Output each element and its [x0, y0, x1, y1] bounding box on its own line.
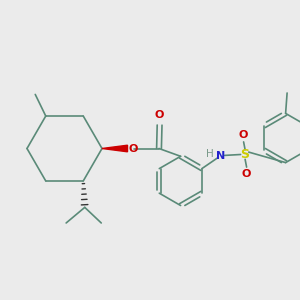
Text: N: N: [216, 151, 225, 161]
Text: O: O: [129, 143, 138, 154]
Polygon shape: [102, 145, 128, 152]
Text: O: O: [239, 130, 248, 140]
Text: O: O: [155, 110, 164, 120]
Text: H: H: [206, 148, 214, 159]
Text: S: S: [241, 148, 250, 161]
Text: O: O: [242, 169, 251, 179]
